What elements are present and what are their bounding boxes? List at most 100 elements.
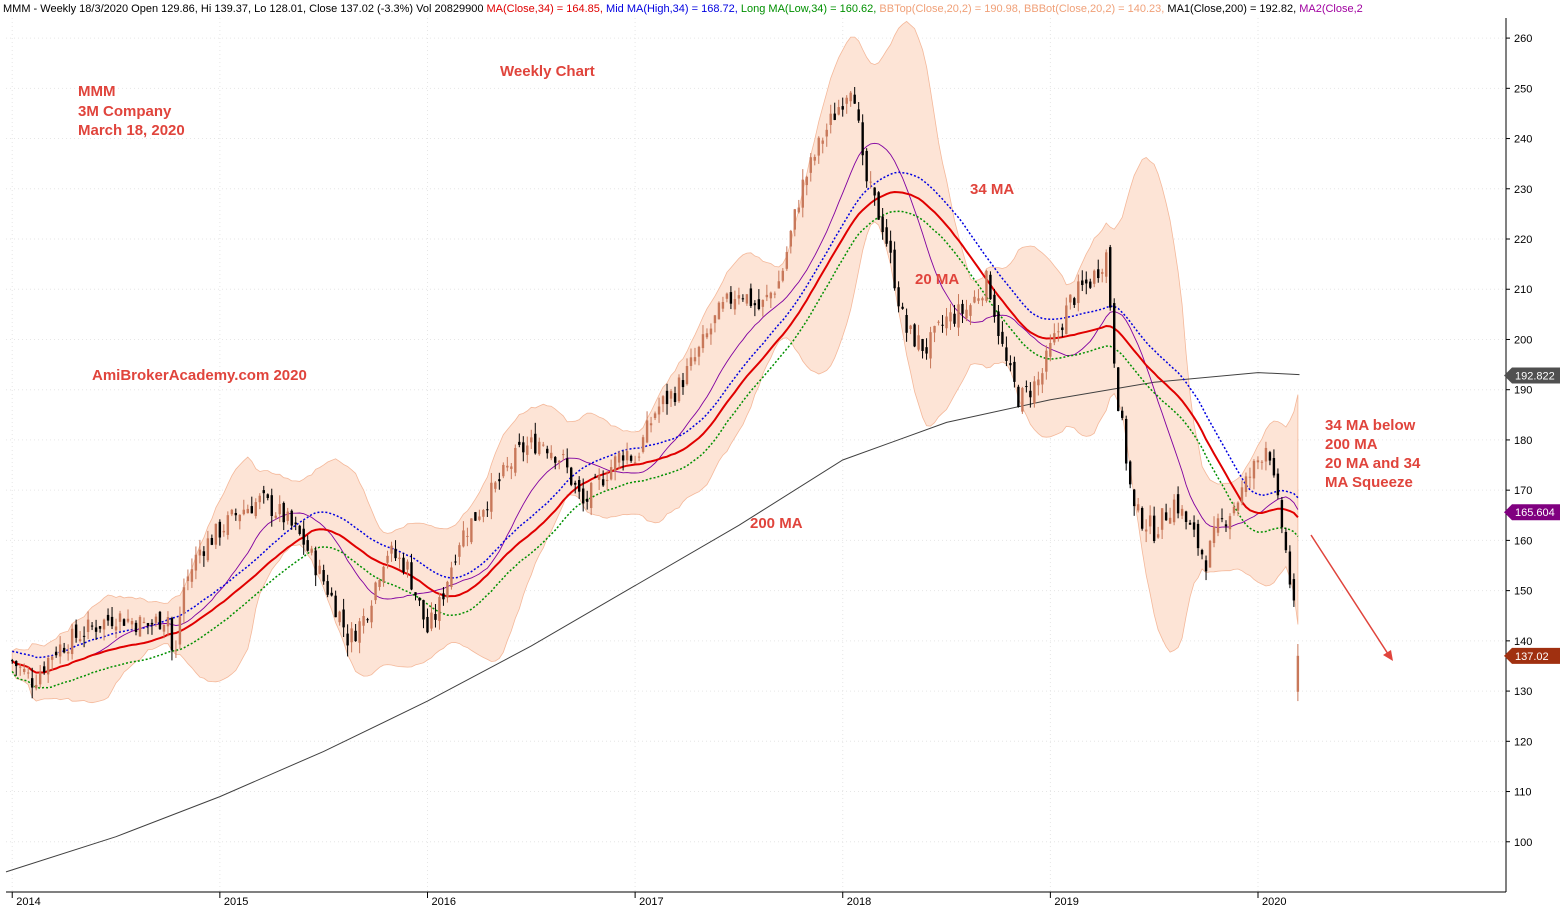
candle [146,622,150,635]
candle [250,496,253,514]
candle-body [506,465,509,468]
candle [1240,480,1244,506]
candle [74,619,78,643]
candle [538,437,541,456]
candle [1061,323,1064,338]
candle [550,445,553,461]
candle [989,271,992,300]
candle-body [1228,516,1232,530]
candle [765,284,769,302]
candle [322,564,325,585]
candle [725,292,729,303]
candle [1025,380,1028,393]
candle-body [673,393,677,403]
candle [925,338,928,360]
candle [1041,368,1044,394]
candle-body [338,611,341,623]
candle-body [562,454,565,456]
candle [917,324,920,352]
candle [821,137,824,154]
candle-body [38,672,42,685]
candle [617,450,621,470]
candle [1033,376,1036,408]
candle-body [721,302,725,309]
candle [1288,545,1292,589]
candle [466,527,469,547]
candle-body [310,548,313,553]
y-tick-label: 140 [1514,636,1532,648]
candle-body [390,545,393,554]
candle-body [729,292,733,304]
candle-body [110,616,114,627]
candle-body [486,509,489,511]
candle-body [114,626,118,631]
candle [581,478,585,512]
candle [953,304,956,327]
candle [669,389,673,408]
candle [961,299,964,324]
candle [1029,382,1032,408]
candle [262,485,265,504]
candle [210,534,214,546]
candle-body [1101,272,1104,274]
candle [490,472,493,520]
candle [885,219,888,247]
candle [577,476,581,499]
candle-body [773,293,777,295]
candle-body [130,621,134,625]
candle [158,610,162,630]
candle [214,523,218,549]
candle-body [510,466,513,469]
candle [869,171,872,189]
candle [338,610,341,626]
candle [310,545,313,556]
candle-body [869,181,872,183]
candle-body [957,304,960,328]
x-tick-label: 2015 [224,896,248,908]
y-tick-label: 260 [1514,33,1532,45]
candle-body [142,621,146,623]
candle [290,509,293,530]
candle-body [294,522,297,525]
candle-body [733,299,737,310]
candle [66,644,70,661]
candle [1216,513,1220,537]
candle-body [554,457,557,463]
y-tick-label: 220 [1514,234,1532,246]
candle [873,187,876,206]
candle [633,455,637,464]
candle [190,558,194,588]
candle-body [1172,499,1176,523]
y-tick-label: 100 [1514,837,1532,849]
candle [230,508,234,517]
candle-body [422,599,425,620]
candle [1236,501,1240,517]
candle-body [262,490,265,494]
candle [1073,296,1076,308]
candle [693,347,697,365]
candle-body [881,216,884,233]
candle-body [1093,270,1096,284]
candle [222,524,226,537]
candle [573,480,577,494]
candle [945,307,948,336]
candle-body [1156,534,1160,538]
header-segment: Mid MA(High,34) = 168.72, [606,3,741,15]
candle-body [885,227,888,244]
candle-body [877,192,880,220]
candle-body [190,569,194,582]
candle [418,597,421,607]
candle [729,286,733,310]
candle [993,288,996,323]
candle-body [865,150,868,182]
candle [753,300,757,317]
candle [438,592,441,630]
candle [641,434,645,454]
candle-body [717,302,721,320]
candle-body [965,309,968,319]
candle [1184,510,1188,530]
candle [482,509,485,523]
candle-body [398,557,401,560]
y-tick-label: 250 [1514,83,1532,95]
candle [1140,506,1144,531]
